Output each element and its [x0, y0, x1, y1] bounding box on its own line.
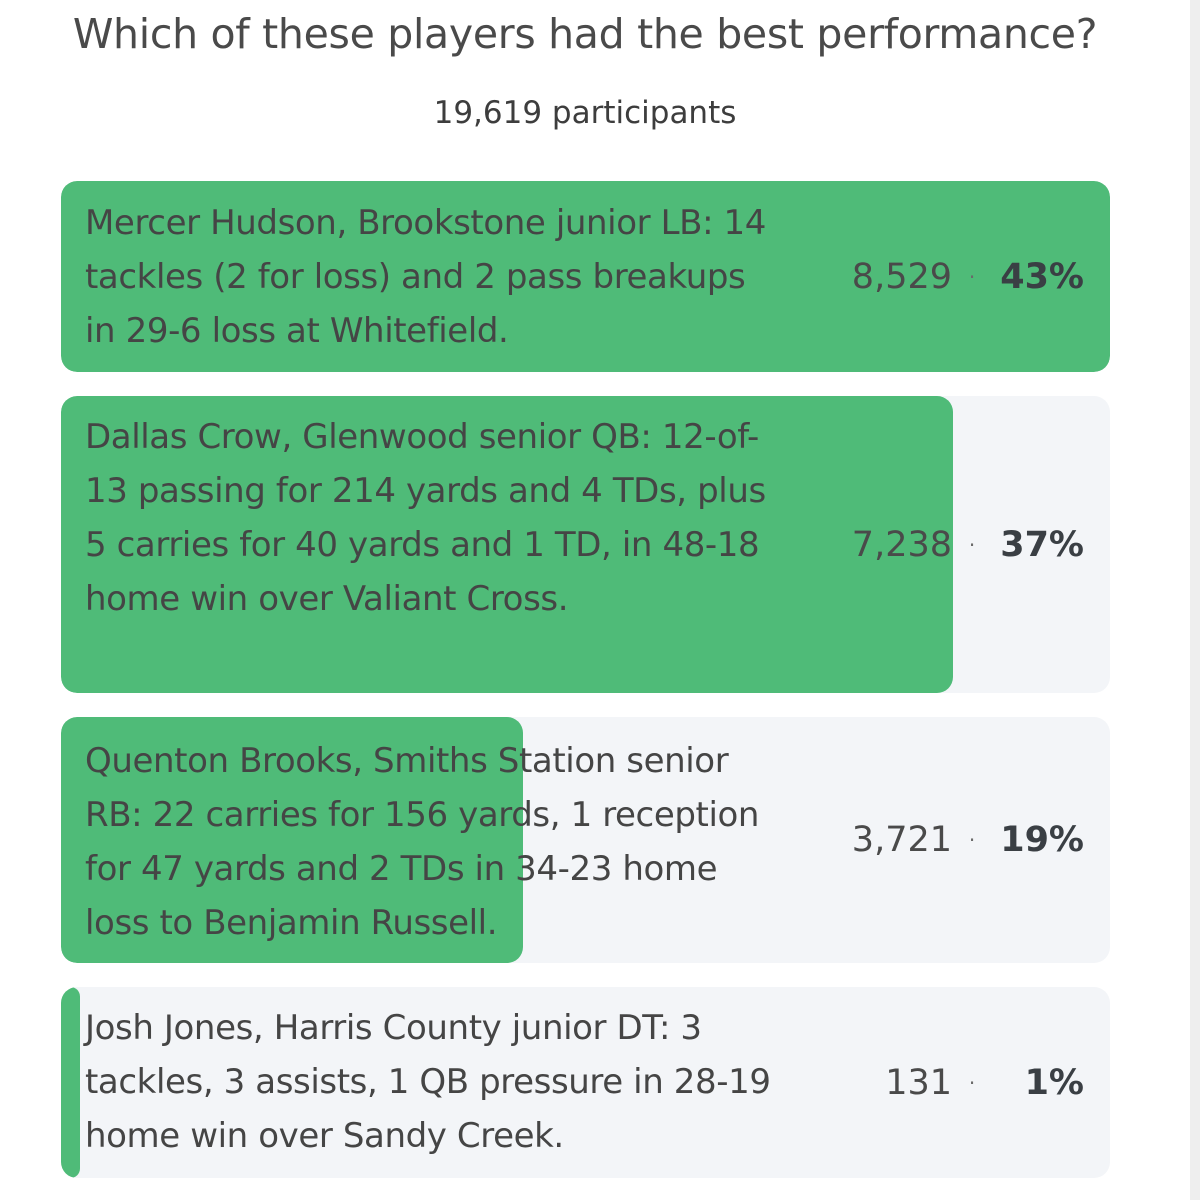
separator-dot: · [968, 828, 976, 852]
option-text: Dallas Crow, Glenwood senior QB: 12-of-1… [85, 417, 766, 619]
result-bar [61, 396, 953, 693]
poll-question: Which of these players had the best perf… [72, 10, 1098, 58]
vote-count: 3,721 [851, 820, 952, 860]
poll-option[interactable]: Josh Jones, Harris County junior DT: 3 t… [61, 987, 1110, 1178]
vote-percent: 37% [1000, 524, 1084, 565]
option-stats: 8,529 · 43% [802, 257, 1084, 297]
poll-option[interactable]: Quenton Brooks, Smiths Station senior RB… [61, 717, 1110, 963]
option-text: Josh Jones, Harris County junior DT: 3 t… [85, 1008, 771, 1156]
separator-dot: · [968, 264, 976, 289]
vote-percent: 1% [1024, 1062, 1084, 1103]
scrollbar-track[interactable] [1190, 0, 1200, 1200]
result-bar [61, 181, 1110, 372]
option-stats: 7,238 · 37% [802, 525, 1084, 565]
vote-count: 8,529 [851, 256, 952, 297]
vote-percent: 43% [1000, 256, 1084, 297]
separator-dot: · [968, 532, 976, 557]
separator-dot: · [968, 1070, 976, 1095]
poll-option[interactable]: Dallas Crow, Glenwood senior QB: 12-of-1… [61, 396, 1110, 693]
result-bar [61, 717, 523, 963]
option-text: Quenton Brooks, Smiths Station senior RB… [85, 741, 760, 943]
poll-option[interactable]: Mercer Hudson, Brookstone junior LB: 14 … [61, 181, 1110, 372]
option-stats: 131 · 1% [802, 1063, 1084, 1103]
vote-count: 131 [885, 1062, 952, 1103]
vote-percent: 19% [1000, 820, 1084, 860]
result-bar [61, 987, 80, 1178]
participant-count: 19,619 participants [433, 95, 737, 131]
vote-count: 7,238 [851, 524, 952, 565]
option-text: Mercer Hudson, Brookstone junior LB: 14 … [85, 203, 767, 351]
option-stats: 3,721 · 19% [802, 820, 1084, 860]
